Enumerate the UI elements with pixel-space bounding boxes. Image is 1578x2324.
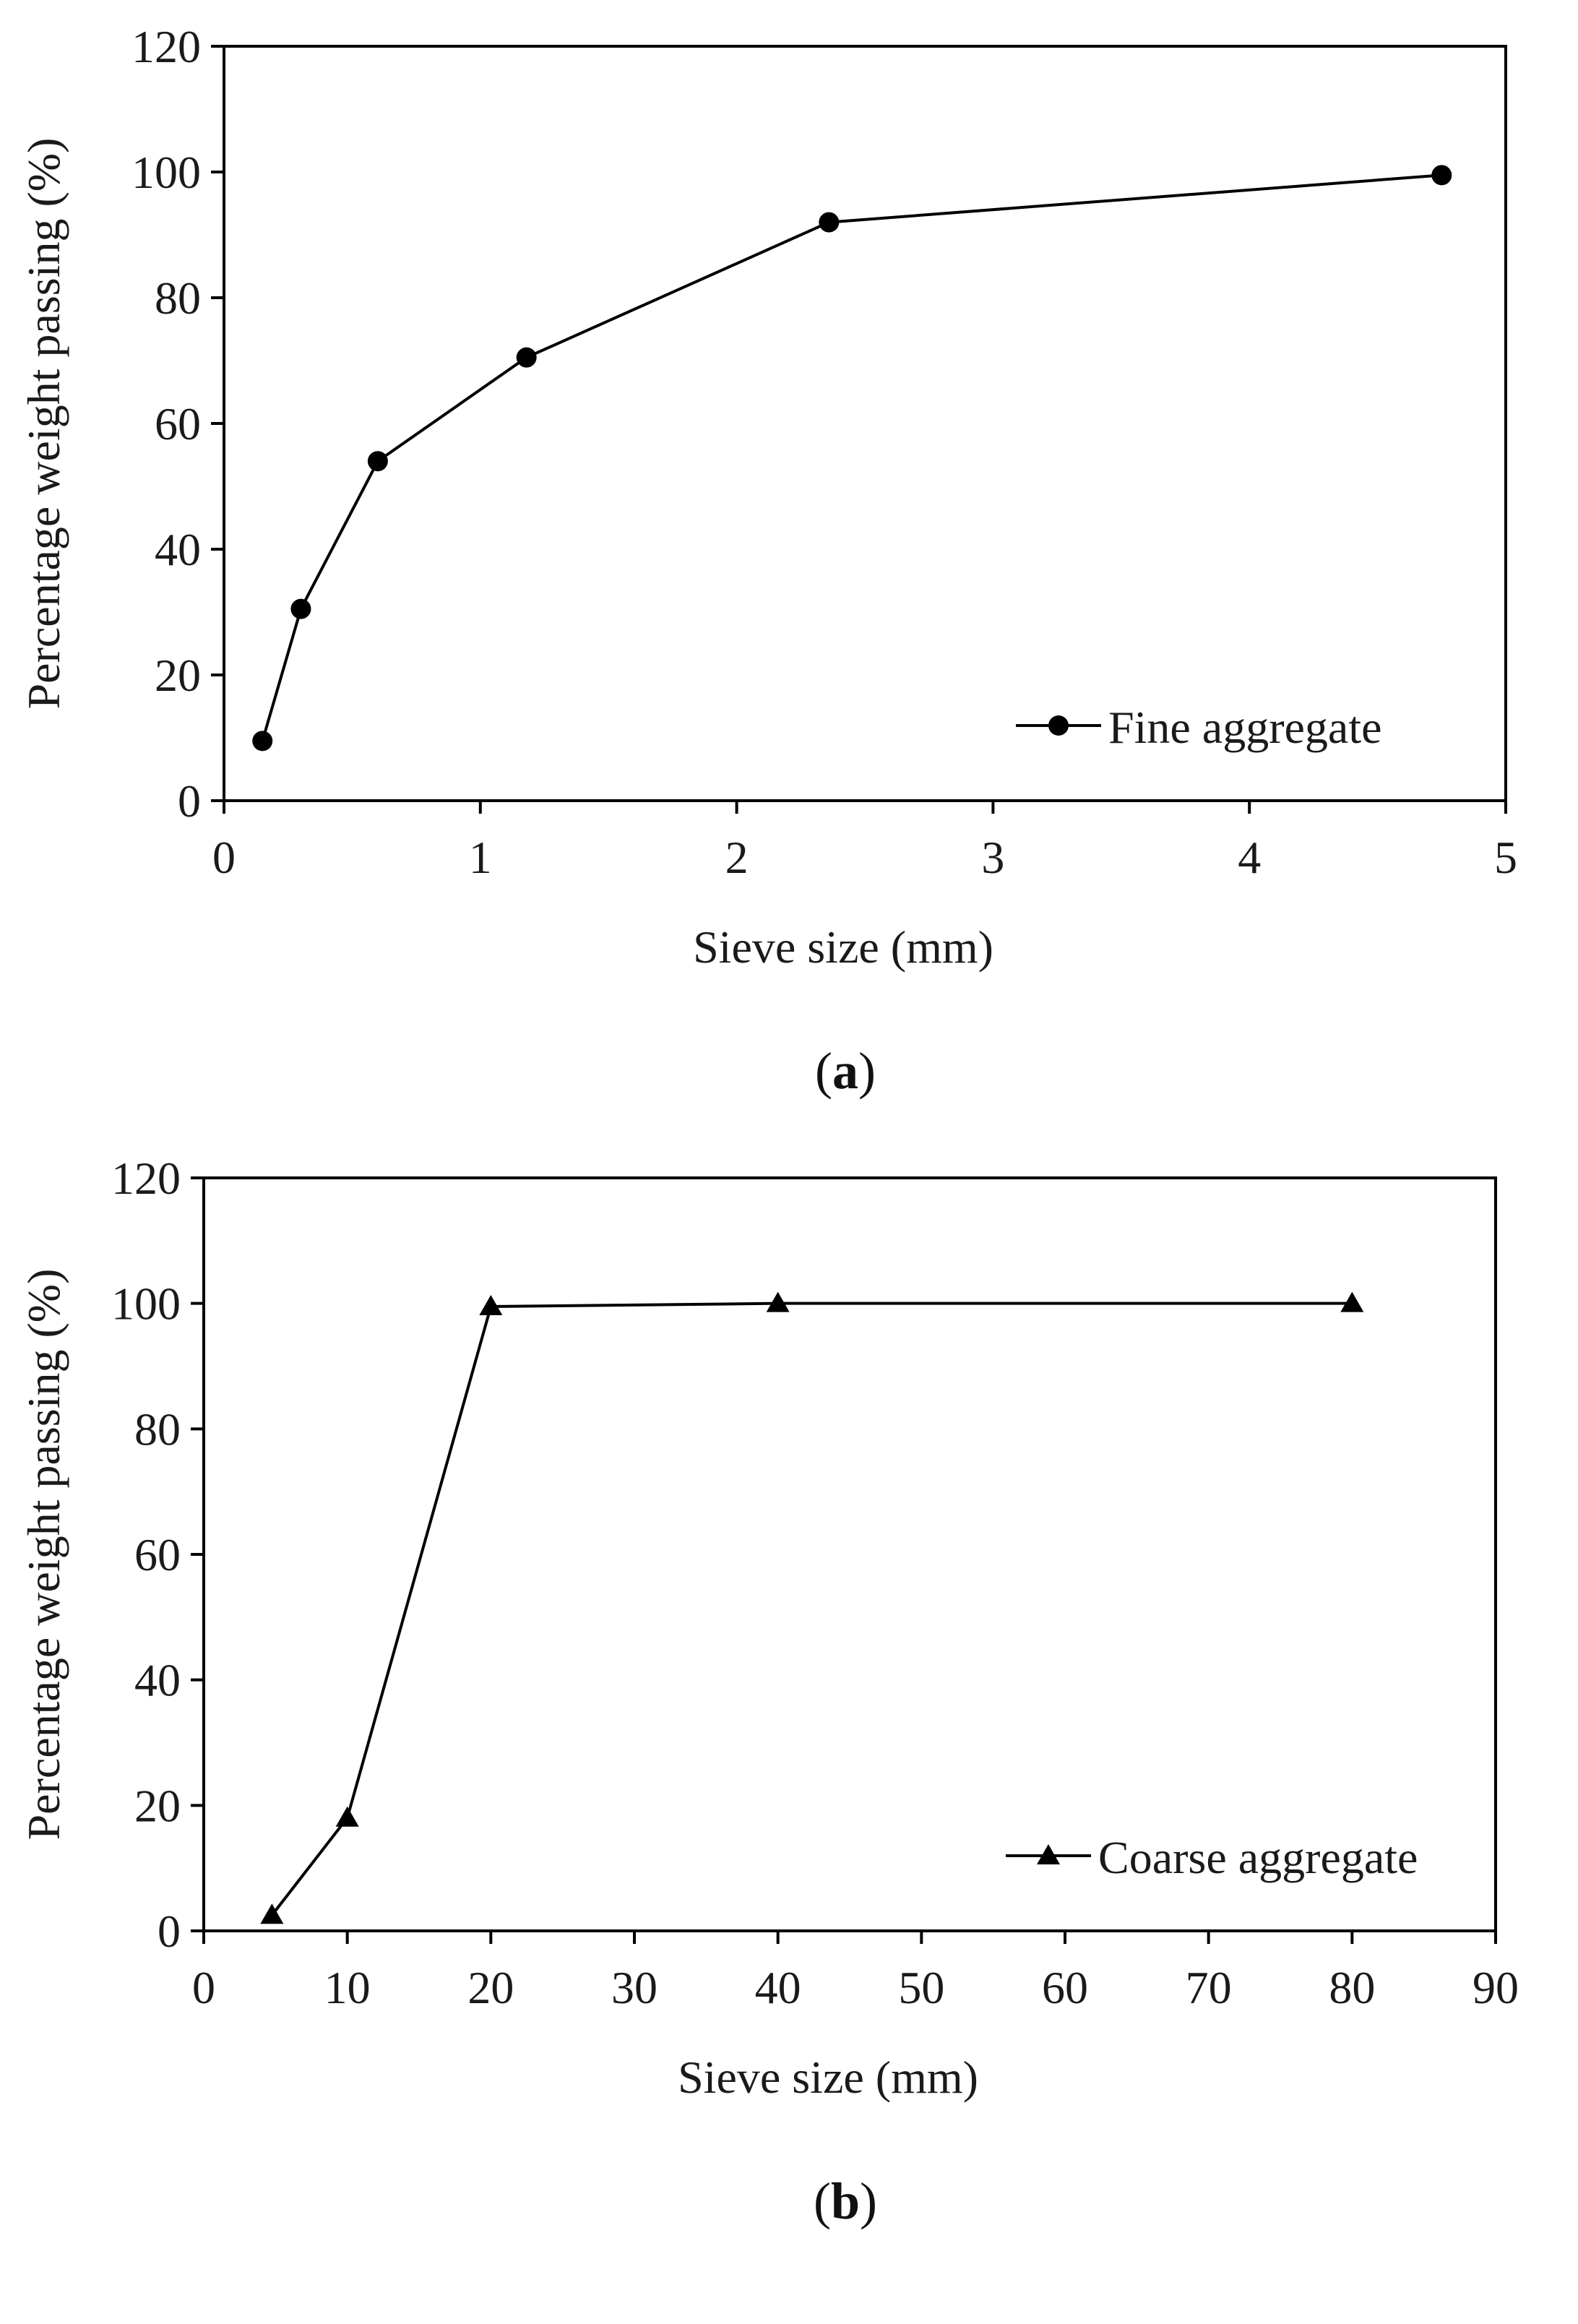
y-tick-label: 0	[158, 1906, 181, 1957]
y-tick-label: 20	[155, 650, 201, 701]
y-tick-label: 60	[155, 398, 201, 449]
plot-frame	[202, 1176, 1497, 1932]
x-tick-label: 20	[467, 1962, 514, 2013]
x-axis-title: Sieve size (mm)	[678, 2052, 978, 2103]
series-line	[261, 173, 1442, 741]
data-point	[260, 1903, 284, 1924]
y-tick-label: 100	[111, 1278, 181, 1330]
data-point	[479, 1295, 503, 1316]
legend-swatch-marker	[1048, 715, 1069, 736]
x-tick-label: 0	[192, 1962, 215, 2013]
y-tick-label: 80	[155, 272, 201, 324]
y-tick-label: 120	[132, 21, 201, 72]
x-tick-label: 3	[981, 832, 1004, 883]
y-axis-title: Percentage weight passing (%)	[18, 1269, 69, 1841]
y-tick-label: 100	[132, 147, 201, 198]
data-point	[252, 731, 273, 752]
chart-panel-b: 0 20 40 60 80 100 120 0 10 20 30 40 50 60 70 80 90 Sieve …	[18, 1153, 1519, 2230]
y-tick-label: 40	[155, 524, 201, 575]
x-tick-label: 60	[1042, 1962, 1088, 2013]
y-tick-label: 0	[178, 775, 201, 827]
data-point	[335, 1806, 359, 1827]
x-tick-label: 30	[611, 1962, 658, 2013]
series-line	[270, 1301, 1353, 1916]
x-tick-label: 2	[725, 832, 749, 883]
x-tick-label: 1	[469, 832, 492, 883]
x-tick-label: 40	[755, 1962, 801, 2013]
y-axis-title: Percentage weight passing (%)	[18, 138, 69, 710]
legend-label: Coarse aggregate	[1098, 1832, 1418, 1883]
legend-swatch-marker	[1037, 1844, 1060, 1864]
x-axis-title: Sieve size (mm)	[693, 921, 993, 973]
x-tick-label: 4	[1238, 832, 1261, 883]
data-point	[1340, 1291, 1364, 1312]
x-tick-label: 0	[212, 832, 236, 883]
data-point	[1431, 165, 1452, 186]
y-tick-label: 40	[134, 1655, 181, 1706]
data-point	[367, 451, 388, 472]
x-tick-label: 5	[1494, 832, 1517, 883]
data-point	[819, 212, 840, 233]
x-tick-label: 80	[1329, 1962, 1375, 2013]
x-tick-label: 90	[1473, 1962, 1519, 2013]
panel-label: (a)	[815, 1042, 876, 1100]
chart-panel-a: 0 20 40 60 80 100 120 0 1 2 3 4 5 Sieve size (mm) Perc…	[18, 21, 1517, 1100]
x-tick-label: 50	[898, 1962, 944, 2013]
x-tick-label: 70	[1186, 1962, 1232, 2013]
legend-label: Fine aggregate	[1108, 702, 1382, 753]
data-point	[290, 598, 311, 619]
x-tick-label: 10	[324, 1962, 371, 2013]
y-tick-label: 20	[134, 1780, 181, 1831]
panel-label: (b)	[814, 2172, 877, 2230]
y-tick-label: 60	[134, 1529, 181, 1580]
data-point	[766, 1291, 790, 1312]
data-point	[516, 347, 537, 368]
y-tick-label: 120	[111, 1153, 181, 1204]
y-tick-label: 80	[134, 1403, 181, 1455]
plot-frame	[223, 45, 1507, 802]
